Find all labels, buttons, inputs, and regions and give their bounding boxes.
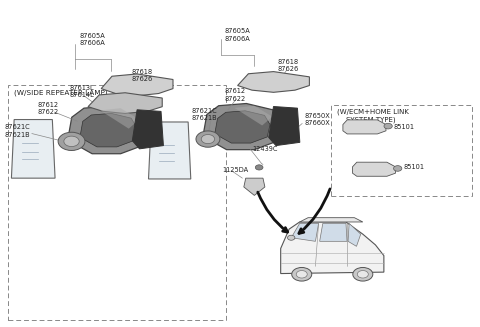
Polygon shape	[215, 111, 270, 143]
Polygon shape	[343, 120, 386, 134]
Polygon shape	[100, 108, 139, 129]
Polygon shape	[300, 218, 363, 222]
Polygon shape	[101, 74, 173, 96]
Text: 87613L
87614L: 87613L 87614L	[70, 85, 95, 98]
Polygon shape	[132, 110, 163, 149]
Polygon shape	[88, 93, 162, 113]
Circle shape	[384, 123, 392, 129]
Polygon shape	[238, 72, 310, 92]
Polygon shape	[291, 223, 319, 241]
Text: 87605A
87606A: 87605A 87606A	[225, 28, 251, 42]
Bar	[331, 105, 472, 196]
Text: 87621C
87621B: 87621C 87621B	[5, 124, 30, 138]
Circle shape	[255, 165, 263, 170]
Text: (W/ECM+HOME LINK
    SYSTEM TYPE): (W/ECM+HOME LINK SYSTEM TYPE)	[336, 109, 408, 123]
Text: 87612
87622: 87612 87622	[38, 101, 59, 115]
Polygon shape	[235, 106, 273, 126]
Text: 87612
87622: 87612 87622	[225, 89, 246, 102]
Polygon shape	[68, 106, 149, 154]
Text: 87618
87626: 87618 87626	[131, 69, 153, 82]
Circle shape	[58, 132, 85, 150]
Polygon shape	[148, 122, 191, 179]
Bar	[8, 85, 226, 320]
Circle shape	[292, 267, 312, 281]
Polygon shape	[203, 104, 282, 150]
Circle shape	[394, 166, 402, 171]
Text: 87605A
87606A: 87605A 87606A	[80, 33, 106, 46]
Text: 12439C: 12439C	[252, 146, 277, 152]
Text: (W/SIDE REPEATER LAMP): (W/SIDE REPEATER LAMP)	[13, 89, 107, 96]
Circle shape	[64, 136, 79, 146]
Polygon shape	[80, 113, 137, 147]
Polygon shape	[348, 223, 360, 246]
Text: 85101: 85101	[393, 124, 414, 130]
Circle shape	[196, 131, 220, 147]
Polygon shape	[352, 162, 396, 176]
Polygon shape	[12, 120, 55, 178]
Text: 87650X
87660X: 87650X 87660X	[305, 113, 330, 126]
Circle shape	[353, 267, 373, 281]
Polygon shape	[244, 178, 265, 196]
Circle shape	[296, 270, 307, 278]
Text: 87618
87626: 87618 87626	[277, 59, 299, 73]
Polygon shape	[320, 223, 347, 241]
Circle shape	[201, 134, 215, 144]
Circle shape	[288, 235, 295, 240]
Text: 87621C
87621B: 87621C 87621B	[191, 108, 217, 121]
Polygon shape	[281, 222, 384, 274]
Polygon shape	[269, 107, 300, 146]
Text: 85101: 85101	[404, 164, 425, 170]
Text: 1125DA: 1125DA	[222, 167, 249, 173]
Circle shape	[357, 270, 368, 278]
